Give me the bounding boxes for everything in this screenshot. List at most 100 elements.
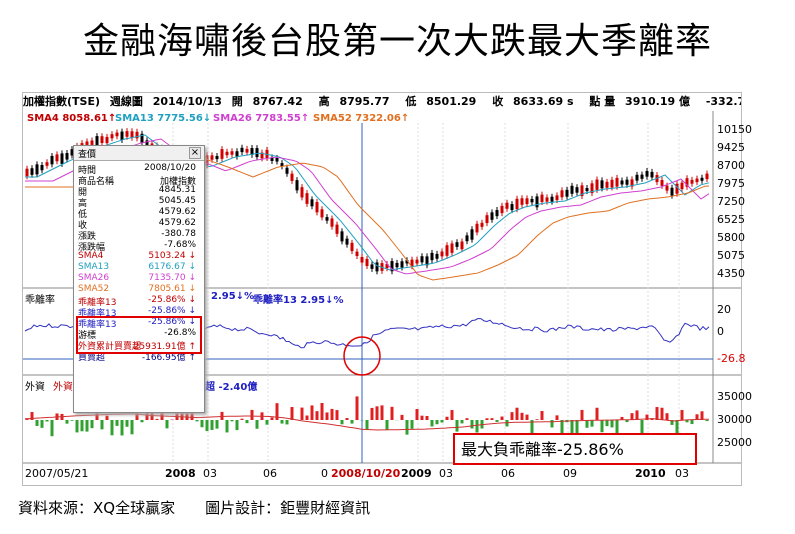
foreign-legend-value: 超 -2.40億 xyxy=(205,382,258,393)
foreign-bar xyxy=(560,420,564,438)
foreign-bar xyxy=(525,414,529,420)
candle-body xyxy=(610,179,614,188)
candle-body xyxy=(385,263,389,269)
foreign-bar xyxy=(275,403,279,420)
foreign-bar xyxy=(270,417,274,420)
candle-body xyxy=(365,258,369,267)
quote-row-value: 25931.91億 ↑ xyxy=(133,342,196,352)
volume-label: 點 量 xyxy=(589,95,616,108)
foreign-bar xyxy=(110,420,114,436)
candle-body xyxy=(675,183,679,194)
candle-body xyxy=(325,217,329,221)
close-label: 收 xyxy=(492,95,504,108)
candle-body xyxy=(550,196,554,202)
foreign-bar xyxy=(245,420,249,424)
foreign-bar xyxy=(255,420,259,429)
quote-row-value: 5103.24 ↓ xyxy=(148,251,196,261)
quote-popup[interactable]: 查價 × 時間 2008/10/20 商品名稱 加權指數開 4845.31 高 5045.4… xyxy=(73,145,205,413)
foreign-bar xyxy=(595,407,599,420)
quote-popup-header[interactable]: 查價 × xyxy=(74,146,204,161)
foreign-bar xyxy=(150,409,154,420)
foreign-bar xyxy=(365,420,369,430)
date: 2014/10/13 xyxy=(152,95,222,108)
candle-body xyxy=(575,187,579,193)
stock-chart[interactable]: 加權指數(TSE) 週線圖 2014/10/13 開 8767.42 高 879… xyxy=(22,92,752,486)
close-icon[interactable]: × xyxy=(189,147,201,159)
quote-row-value: -26.8% xyxy=(164,328,196,338)
candle-body xyxy=(480,222,484,227)
foreign-bar xyxy=(65,420,69,424)
foreign-bar xyxy=(35,420,39,426)
candle-body xyxy=(440,251,444,257)
foreign-bar xyxy=(200,420,204,428)
low-highlight-circle xyxy=(343,336,381,376)
candle-body xyxy=(430,252,434,261)
volume-value: 3910.19 億 xyxy=(625,95,690,108)
price-tick: 10150 xyxy=(717,123,752,136)
foreign-bar xyxy=(75,420,79,433)
foreign-bar xyxy=(195,420,199,422)
quote-row-key: 漲跌 xyxy=(78,232,97,242)
foreign-bar xyxy=(700,411,704,420)
quote-row-key: 買賣超 xyxy=(78,353,106,363)
quote-row-key: 收 xyxy=(78,221,88,231)
foreign-bar xyxy=(405,420,409,435)
foreign-bar xyxy=(430,420,434,427)
source-caption: 資料來源：XQ全球贏家 圖片設計：鉅豐財經資訊 xyxy=(18,499,371,517)
price-tick: 9425 xyxy=(717,141,745,154)
foreign-bar xyxy=(470,420,474,429)
foreign-legend: 外資 xyxy=(53,382,73,393)
candle-body xyxy=(255,148,259,158)
foreign-bar xyxy=(340,420,344,425)
candle-body xyxy=(145,140,149,150)
foreign-bar xyxy=(615,420,619,434)
candle-body xyxy=(485,215,489,224)
candle-body xyxy=(65,153,69,160)
foreign-bar xyxy=(130,420,134,435)
candle-body xyxy=(530,198,534,203)
candle-body xyxy=(650,171,654,178)
quote-row-value: -25.86% ↓ xyxy=(148,317,196,327)
candle-body xyxy=(45,162,49,166)
candle-body xyxy=(400,261,404,268)
foreign-bar xyxy=(115,420,119,426)
quote-row-value: 7805.61 ↓ xyxy=(148,284,196,294)
price-tick: 4350 xyxy=(717,267,745,280)
quote-row-key: SMA26 xyxy=(78,273,110,283)
candle-body xyxy=(705,173,709,180)
quote-row-key: 高 xyxy=(78,199,88,209)
foreign-bar xyxy=(25,418,29,420)
foreign-bar xyxy=(510,412,514,420)
candle-body xyxy=(685,178,689,187)
sma13-line xyxy=(25,134,710,271)
candle-body xyxy=(105,136,109,144)
candle-body xyxy=(360,256,364,263)
bias-tick: 0 xyxy=(717,325,724,338)
foreign-bar xyxy=(625,420,629,423)
foreign-bar xyxy=(320,402,324,420)
foreign-bar xyxy=(370,407,374,420)
foreign-bar xyxy=(30,412,34,420)
candle-body xyxy=(285,167,289,174)
foreign-bar xyxy=(695,414,699,420)
page-title: 金融海嘯後台股第一次大跌最大季離率 xyxy=(82,21,712,62)
candle-body xyxy=(135,131,139,139)
foreign-bar xyxy=(620,416,624,420)
candle-body xyxy=(625,179,629,185)
candle-body xyxy=(90,140,94,147)
quote-row: 漲跌 -380.78 xyxy=(78,229,200,242)
candle-body xyxy=(490,212,494,220)
candle-body xyxy=(335,224,339,234)
candle-body xyxy=(270,157,274,161)
candle-body xyxy=(300,187,304,198)
candle-body xyxy=(600,180,604,189)
foreign-bar xyxy=(635,410,639,420)
bias-legend-prev: 2.95↓% xyxy=(211,291,255,302)
bias-tick: 20 xyxy=(717,303,731,316)
foreign-bar xyxy=(165,420,169,429)
quote-row: 高 5045.45 xyxy=(78,196,200,209)
quote-row: 游標 -26.8% xyxy=(78,328,200,341)
quote-row: 低 4579.62 xyxy=(78,207,200,220)
foreign-bar xyxy=(475,420,479,433)
foreign-bar xyxy=(345,418,349,420)
